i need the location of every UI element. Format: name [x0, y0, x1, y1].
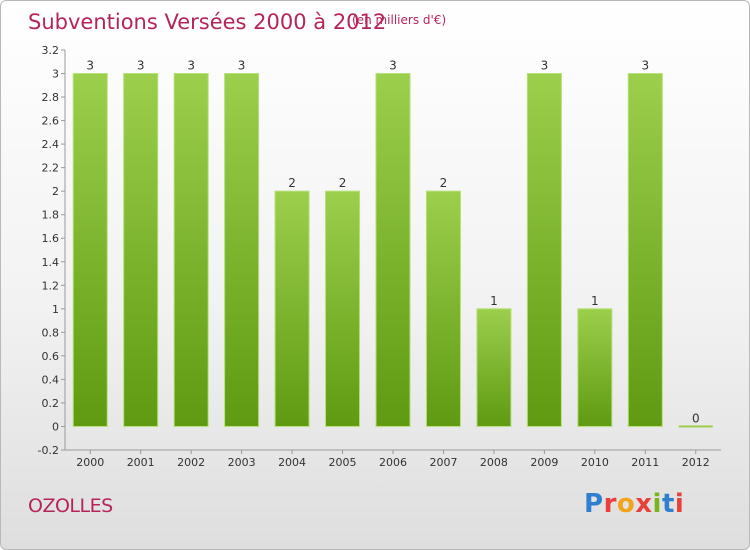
bar — [173, 73, 209, 427]
bar — [274, 190, 310, 427]
data-label: 3 — [137, 59, 145, 73]
y-tick-label: 2 — [52, 185, 59, 198]
y-tick-label: 2.8 — [42, 91, 60, 104]
x-tick-label: 2004 — [278, 456, 306, 469]
x-tick-label: 2012 — [682, 456, 710, 469]
data-label: 3 — [541, 59, 549, 73]
x-tick-label: 2000 — [76, 456, 104, 469]
data-label: 2 — [339, 176, 347, 190]
x-tick-label: 2011 — [631, 456, 659, 469]
y-tick-label: 0.6 — [42, 350, 60, 363]
x-tick-label: 2006 — [379, 456, 407, 469]
y-tick-label: 3 — [52, 68, 59, 81]
x-tick-label: 2003 — [228, 456, 256, 469]
x-tick-label: 2009 — [530, 456, 558, 469]
x-tick-label: 2002 — [177, 456, 205, 469]
x-tick-label: 2001 — [127, 456, 155, 469]
bar — [325, 190, 361, 427]
y-tick-label: 1 — [52, 303, 59, 316]
y-tick-label: 3.2 — [42, 44, 60, 57]
data-label: 2 — [440, 176, 448, 190]
logo-letter: i — [674, 489, 685, 519]
data-label: 3 — [187, 59, 195, 73]
bar — [577, 308, 613, 427]
bar — [627, 73, 663, 427]
logo-letter: t — [661, 489, 675, 519]
bar — [375, 73, 411, 427]
commune-name: OZOLLES — [28, 495, 113, 517]
data-label: 2 — [288, 176, 296, 190]
data-label: 3 — [389, 59, 397, 73]
y-tick-label: 2.4 — [42, 138, 60, 151]
logo-letter: i — [652, 489, 662, 519]
y-tick-label: 0.4 — [42, 373, 60, 386]
logo-letter: x — [635, 489, 653, 519]
data-label: 0 — [692, 411, 700, 425]
y-tick-label: 0.8 — [42, 326, 60, 339]
bar — [224, 73, 260, 427]
x-tick-label: 2005 — [329, 456, 357, 469]
data-label: 3 — [238, 59, 246, 73]
x-tick-label: 2010 — [581, 456, 609, 469]
bar — [526, 73, 562, 427]
data-label: 1 — [490, 294, 498, 308]
chart-title: Subventions Versées 2000 à 2012 — [28, 10, 387, 34]
logo-letter: o — [616, 489, 636, 519]
y-tick-label: 1.8 — [42, 209, 60, 222]
y-tick-label: 0 — [52, 420, 59, 433]
bar — [72, 73, 108, 427]
proxiti-logo[interactable]: Proxiti — [584, 489, 684, 519]
logo-letter: P — [584, 489, 604, 519]
bar — [425, 190, 461, 427]
y-tick-label: 1.6 — [42, 232, 60, 245]
bar — [476, 308, 512, 427]
x-tick-label: 2007 — [429, 456, 457, 469]
data-label: 3 — [641, 59, 649, 73]
data-label: 1 — [591, 294, 599, 308]
x-tick-label: 2008 — [480, 456, 508, 469]
data-label: 3 — [86, 59, 94, 73]
y-tick-label: 1.4 — [42, 256, 60, 269]
chart-subtitle: (en milliers d'€) — [352, 13, 447, 27]
y-tick-label: 2.2 — [42, 162, 60, 175]
bar — [123, 73, 159, 427]
y-tick-label: 1.2 — [42, 279, 60, 292]
bar — [678, 425, 713, 428]
y-tick-label: 0.2 — [42, 397, 60, 410]
logo-letter: r — [603, 489, 617, 519]
y-tick-label: -0.2 — [38, 444, 59, 457]
y-tick-label: 2.6 — [42, 115, 60, 128]
